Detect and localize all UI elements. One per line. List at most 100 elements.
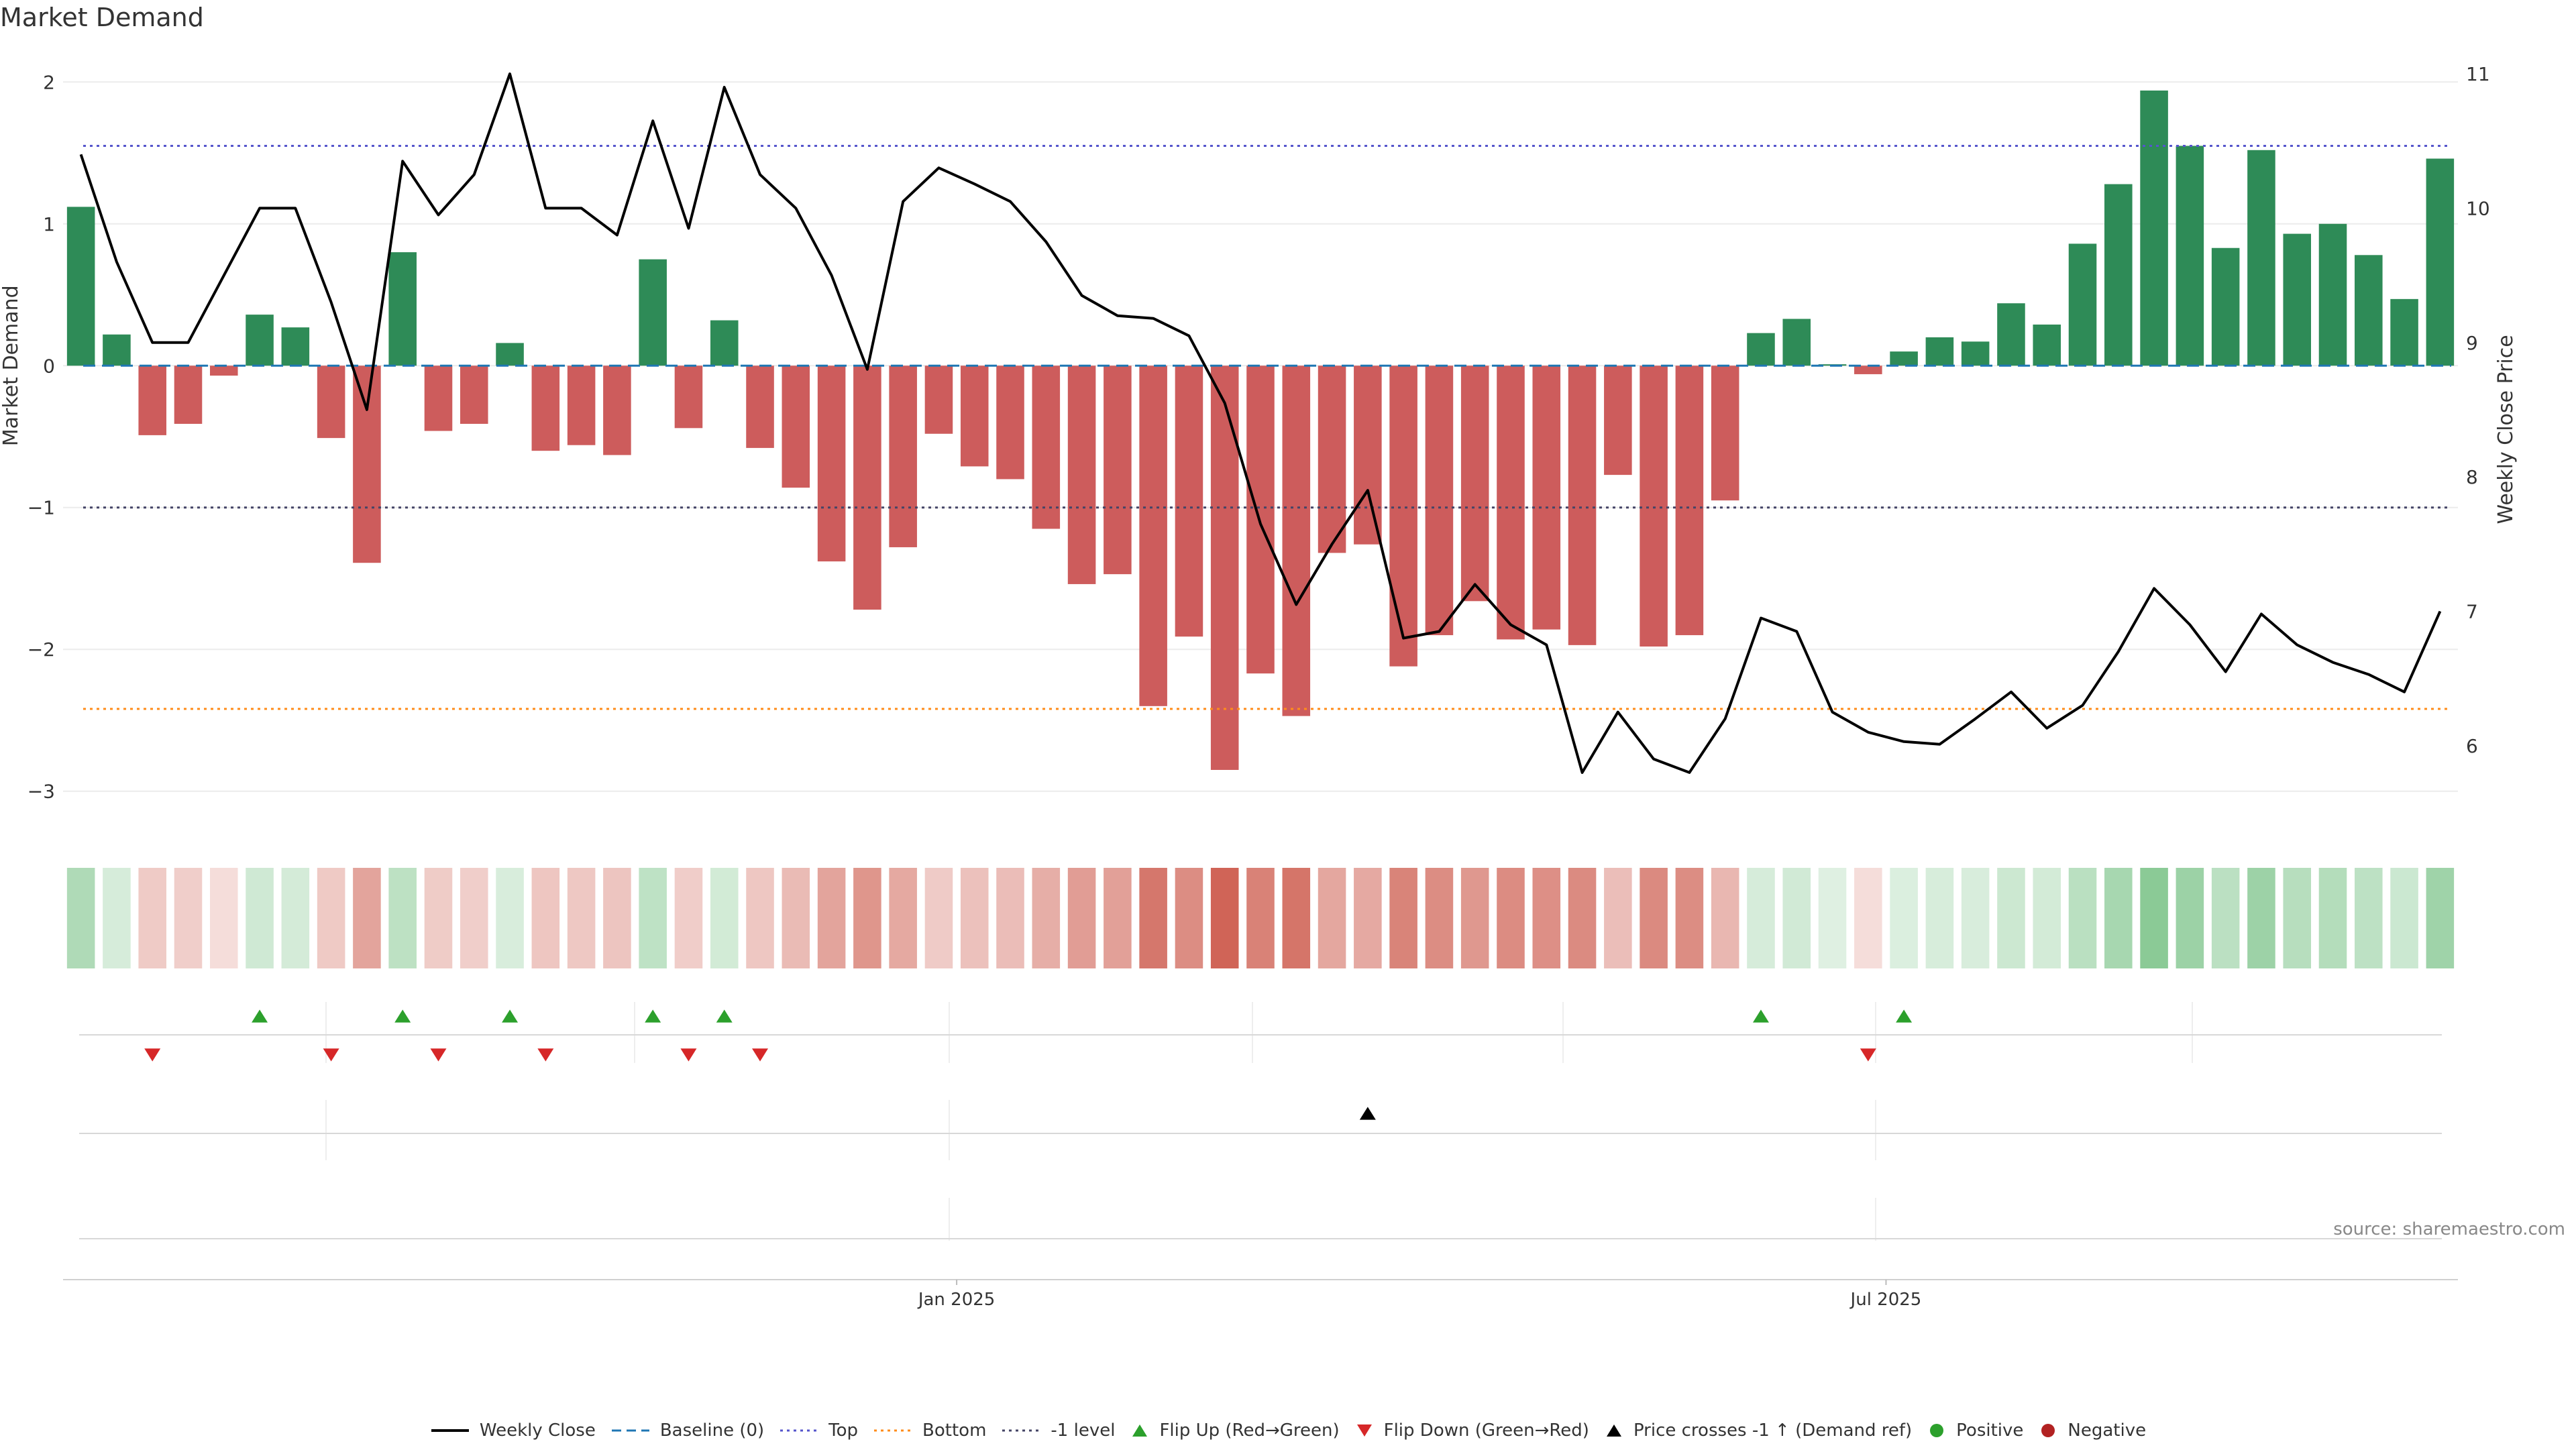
flip-up-marker — [645, 1009, 661, 1023]
y2-tick-label: 10 — [2466, 197, 2490, 219]
demand-bar — [1532, 366, 1561, 630]
intensity-cell — [353, 868, 381, 968]
intensity-cell — [1604, 868, 1632, 968]
demand-bar — [388, 252, 417, 366]
intensity-cell — [1711, 868, 1739, 968]
intensity-cell — [1640, 868, 1668, 968]
demand-bar — [2211, 247, 2240, 366]
demand-bar — [138, 366, 166, 435]
demand-bar — [2390, 298, 2418, 366]
intensity-cell — [174, 868, 203, 968]
intensity-cell — [1997, 868, 2025, 968]
demand-bar — [2426, 158, 2455, 366]
intensity-cell — [710, 868, 739, 968]
intensity-cell — [1246, 868, 1275, 968]
demand-bar — [2318, 223, 2347, 366]
legend-label: Negative — [2068, 1420, 2147, 1441]
demand-bar — [1425, 366, 1454, 636]
demand-bar — [317, 366, 345, 439]
flip-down-marker — [430, 1048, 447, 1062]
intensity-cell — [2211, 868, 2240, 968]
demand-bar — [1711, 366, 1739, 501]
intensity-cell — [1925, 868, 1954, 968]
intensity-cell — [746, 868, 774, 968]
legend-swatch — [1132, 1424, 1148, 1437]
demand-bar — [1354, 366, 1382, 545]
demand-bar — [1675, 366, 1704, 636]
y-tick-label: −1 — [28, 497, 55, 519]
intensity-cell — [1425, 868, 1454, 968]
demand-bar — [1460, 366, 1489, 602]
intensity-cell — [531, 868, 560, 968]
demand-bar — [460, 366, 488, 424]
demand-bar — [1925, 337, 1954, 366]
y2-axis-label: Weekly Close Price — [2494, 335, 2518, 524]
flip-down-marker — [537, 1048, 554, 1062]
demand-bar — [209, 366, 238, 376]
flip-up-marker — [502, 1009, 519, 1023]
chart-legend: Weekly Close Baseline (0) Top Bottom -1 leve… — [0, 1420, 2576, 1454]
demand-bar — [1568, 366, 1597, 645]
demand-bar — [1318, 366, 1346, 553]
demand-bar — [853, 366, 881, 610]
demand-bar — [246, 315, 274, 366]
demand-bar — [1497, 366, 1525, 640]
intensity-cell — [1568, 868, 1597, 968]
demand-bar — [1747, 333, 1775, 366]
legend-swatch-shape — [1132, 1424, 1148, 1437]
intensity-cell — [1818, 868, 1847, 968]
legend-swatch-shape — [1606, 1424, 1621, 1437]
intensity-cell — [66, 868, 95, 968]
demand-bar — [1389, 366, 1417, 667]
flip-down-marker — [680, 1048, 697, 1062]
demand-bar — [1640, 366, 1668, 647]
demand-bar — [960, 366, 989, 467]
y-tick-label: −2 — [28, 638, 55, 661]
intensity-cell — [209, 868, 238, 968]
intensity-cell — [1104, 868, 1132, 968]
intensity-cell — [460, 868, 488, 968]
demand-bar — [174, 366, 203, 424]
intensity-cell — [1747, 868, 1775, 968]
intensity-cell — [1532, 868, 1561, 968]
demand-bar — [2247, 150, 2275, 366]
intensity-cell — [1282, 868, 1311, 968]
intensity-cell — [2355, 868, 2383, 968]
demand-bar — [496, 343, 524, 366]
legend-item: -1 level — [1001, 1420, 1115, 1441]
legend-item: Bottom — [873, 1420, 986, 1441]
intensity-cell — [1175, 868, 1203, 968]
demand-bar — [2104, 184, 2133, 366]
legend-swatch-shape — [1930, 1424, 1944, 1437]
legend-label: Top — [828, 1420, 859, 1441]
flip-up-marker — [394, 1009, 411, 1023]
intensity-cell — [567, 868, 596, 968]
demand-bar — [782, 366, 810, 488]
intensity-cell — [1032, 868, 1061, 968]
intensity-cell — [1318, 868, 1346, 968]
demand-bar — [1997, 303, 2025, 366]
y2-tick-label: 11 — [2466, 63, 2490, 85]
demand-bar — [281, 327, 310, 366]
demand-bar — [639, 259, 667, 366]
flip-up-marker — [716, 1009, 733, 1023]
intensity-cell — [2104, 868, 2133, 968]
intensity-cell — [2140, 868, 2168, 968]
demand-bar — [66, 207, 95, 366]
demand-bar — [1139, 366, 1167, 706]
legend-item: Flip Down (Green→Red) — [1354, 1420, 1589, 1441]
intensity-cell — [246, 868, 274, 968]
legend-item: Price crosses -1 ↑ (Demand ref) — [1604, 1420, 1912, 1441]
legend-swatch — [2041, 1424, 2055, 1437]
y-axis-label: Market Demand — [0, 285, 23, 446]
demand-bar — [1782, 319, 1811, 366]
legend-label: Weekly Close — [479, 1420, 596, 1441]
demand-bar — [2033, 324, 2061, 366]
flip-down-marker — [323, 1048, 339, 1062]
legend-swatch — [431, 1429, 469, 1432]
legend-swatch — [611, 1429, 649, 1432]
y2-tick-label: 9 — [2466, 332, 2478, 354]
demand-bar — [2355, 255, 2383, 366]
intensity-cell — [388, 868, 417, 968]
demand-bar — [2176, 146, 2204, 366]
